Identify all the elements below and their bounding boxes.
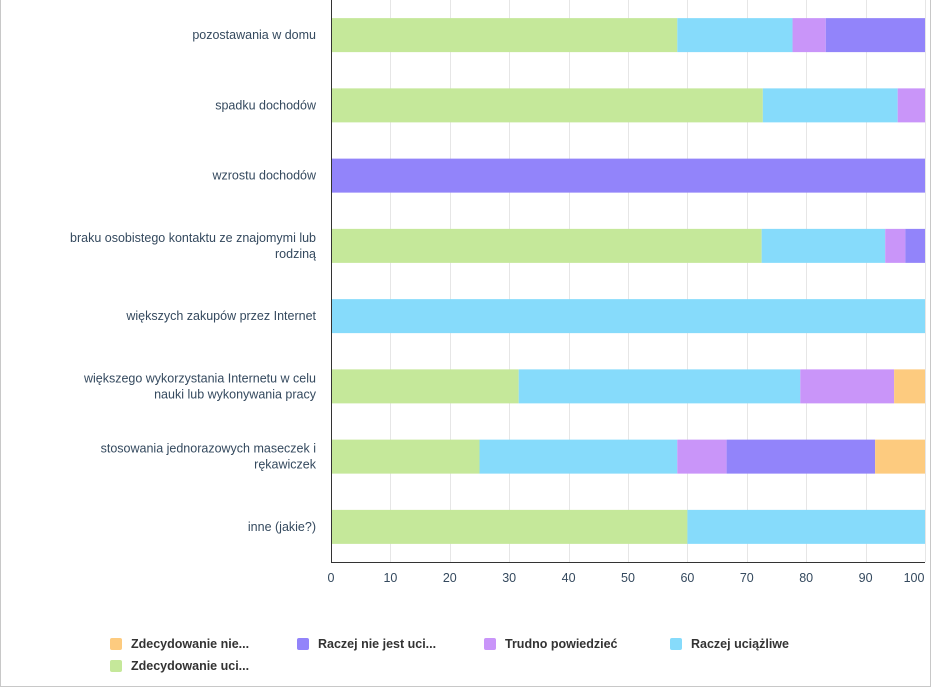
chart-frame (0, 0, 931, 687)
category-label: stosowania jednorazowych maseczek i rękaw… (101, 442, 317, 472)
x-tick-label: 90 (859, 571, 873, 585)
legend-label: Raczej uciążliwe (691, 637, 789, 651)
bar-segment[interactable] (825, 18, 925, 53)
bar-segment[interactable] (331, 88, 763, 123)
bar-segment[interactable] (792, 18, 826, 53)
category-label: wzrostu dochodów (211, 169, 317, 183)
legend-swatch (110, 660, 122, 672)
x-tick-label: 50 (621, 571, 635, 585)
legend-swatch (484, 638, 496, 650)
bar-segment[interactable] (331, 369, 519, 404)
bar-segment[interactable] (905, 228, 925, 263)
bar-segment[interactable] (518, 369, 801, 404)
legend-item[interactable]: Raczej nie jest uci... (297, 637, 436, 651)
bar-segment[interactable] (331, 509, 688, 544)
legend-swatch (297, 638, 309, 650)
legend-label: Trudno powiedzieć (505, 637, 618, 651)
legend-label: Zdecydowanie uci... (131, 659, 250, 673)
x-tick-label: 0 (328, 571, 335, 585)
legend-swatch (670, 638, 682, 650)
x-tick-label: 30 (502, 571, 516, 585)
legend-item[interactable]: Zdecydowanie nie... (110, 637, 249, 651)
bar-segment[interactable] (894, 369, 925, 404)
bar-segment[interactable] (479, 439, 678, 474)
bar-segment[interactable] (762, 88, 898, 123)
category-label: braku osobistego kontaktu ze znajomymi l… (70, 231, 316, 261)
bar-segment[interactable] (761, 228, 886, 263)
bar-segment[interactable] (875, 439, 925, 474)
bar-segment[interactable] (897, 88, 925, 123)
category-label: inne (jakie?) (248, 520, 316, 534)
legend-label: Raczej nie jest uci... (318, 637, 437, 651)
bar-segment[interactable] (885, 228, 906, 263)
bar-segment[interactable] (331, 439, 480, 474)
bar-segment[interactable] (677, 439, 727, 474)
bar-segment[interactable] (331, 158, 925, 193)
bar-segment[interactable] (331, 18, 678, 53)
category-label: pozostawania w domu (192, 28, 316, 42)
x-tick-label: 20 (443, 571, 457, 585)
bar-segment[interactable] (331, 299, 925, 334)
stacked-bar-chart: pozostawania w domu spadku dochodów wzrost… (70, 0, 926, 585)
bar-segment[interactable] (677, 18, 793, 53)
category-label: spadku dochodów (215, 98, 317, 112)
bar-segment[interactable] (800, 369, 895, 404)
legend-item[interactable]: Zdecydowanie uci... (110, 659, 249, 673)
x-tick-label: 70 (740, 571, 754, 585)
legend-label: Zdecydowanie nie... (131, 637, 250, 651)
legend-item[interactable]: Trudno powiedzieć (484, 637, 618, 651)
x-tick-label: 80 (799, 571, 813, 585)
x-tick-label: 100 (904, 571, 925, 585)
legend-item[interactable]: Raczej uciążliwe (670, 637, 789, 651)
legend-swatch (110, 638, 122, 650)
bar-segment[interactable] (331, 228, 762, 263)
x-tick-label: 10 (383, 571, 397, 585)
category-label: większych zakupów przez Internet (125, 309, 316, 323)
category-label: większego wykorzystania Internetu w celu… (83, 371, 317, 401)
bar-segment[interactable] (726, 439, 876, 474)
x-tick-label: 40 (562, 571, 576, 585)
x-tick-label: 60 (680, 571, 694, 585)
bar-segment[interactable] (687, 509, 925, 544)
